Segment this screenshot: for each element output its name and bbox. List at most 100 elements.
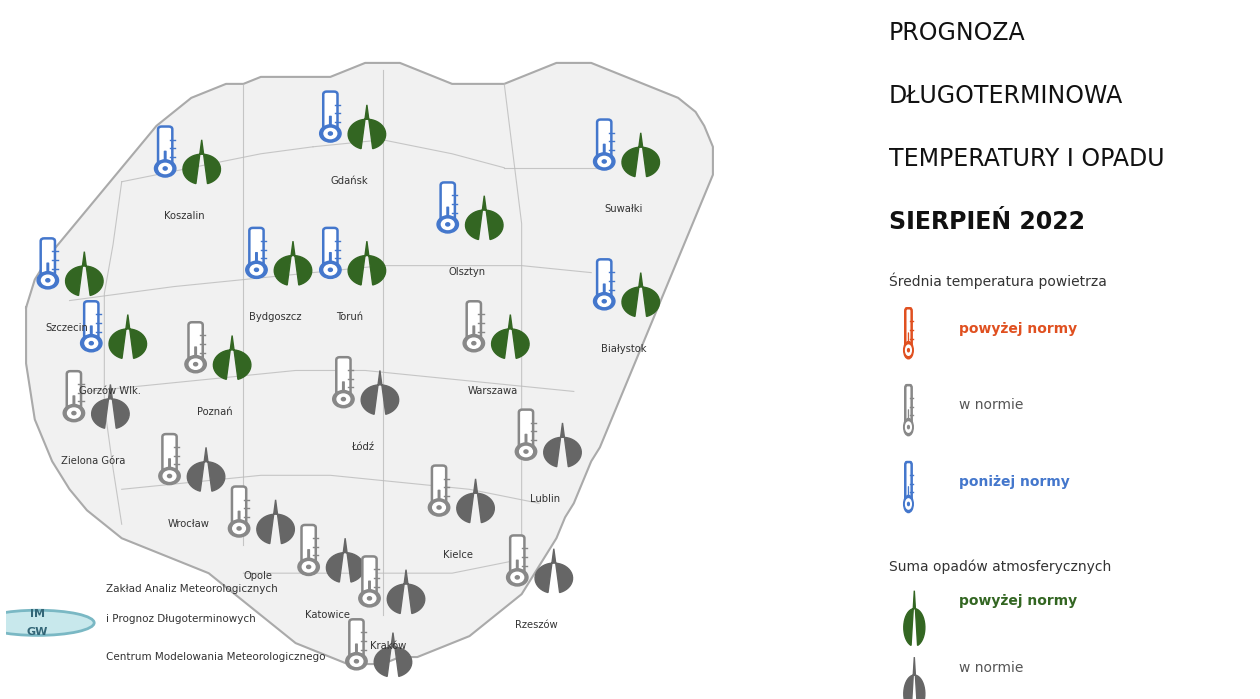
FancyBboxPatch shape [89, 325, 93, 343]
Circle shape [249, 265, 263, 275]
Polygon shape [622, 133, 659, 177]
Circle shape [159, 468, 180, 484]
Text: powyżej normy: powyżej normy [959, 322, 1077, 336]
FancyBboxPatch shape [905, 308, 912, 353]
Circle shape [519, 447, 533, 456]
Polygon shape [189, 322, 202, 365]
Polygon shape [348, 241, 386, 285]
Text: Kielce: Kielce [444, 550, 474, 560]
Circle shape [68, 408, 81, 418]
Polygon shape [350, 619, 363, 662]
Polygon shape [374, 633, 412, 677]
Text: Lublin: Lublin [530, 494, 561, 504]
Text: Szczecin: Szczecin [45, 323, 88, 333]
Circle shape [341, 398, 345, 401]
Circle shape [306, 565, 311, 568]
Polygon shape [387, 570, 425, 614]
Circle shape [42, 275, 54, 285]
Circle shape [903, 496, 914, 512]
Circle shape [597, 157, 611, 166]
Text: DŁUGOTERMINOWA: DŁUGOTERMINOWA [888, 84, 1123, 108]
Polygon shape [26, 63, 713, 664]
FancyBboxPatch shape [510, 535, 524, 580]
Circle shape [903, 342, 914, 359]
Text: Gorzów Wlk.: Gorzów Wlk. [79, 386, 141, 396]
Polygon shape [622, 273, 659, 317]
Circle shape [464, 335, 485, 352]
Circle shape [72, 412, 76, 415]
FancyBboxPatch shape [437, 489, 441, 507]
FancyBboxPatch shape [597, 120, 611, 164]
Circle shape [324, 129, 336, 138]
Circle shape [507, 569, 528, 586]
Circle shape [515, 576, 519, 579]
Circle shape [907, 349, 910, 352]
FancyBboxPatch shape [67, 371, 81, 416]
Polygon shape [92, 384, 130, 428]
Circle shape [428, 499, 450, 516]
Circle shape [324, 265, 336, 275]
Text: Zakład Analiz Meteorologicznych: Zakład Analiz Meteorologicznych [106, 584, 277, 594]
Polygon shape [324, 92, 336, 134]
Polygon shape [362, 370, 398, 415]
FancyBboxPatch shape [524, 433, 528, 452]
FancyBboxPatch shape [602, 283, 606, 301]
Text: Centrum Modelowania Meteorologicznego: Centrum Modelowania Meteorologicznego [106, 651, 325, 662]
FancyBboxPatch shape [336, 357, 350, 402]
FancyBboxPatch shape [301, 525, 316, 570]
Text: Białystok: Białystok [601, 344, 646, 354]
Text: w normie: w normie [959, 661, 1023, 675]
Circle shape [320, 261, 341, 278]
FancyBboxPatch shape [907, 409, 910, 427]
Polygon shape [233, 487, 246, 529]
FancyBboxPatch shape [72, 395, 76, 413]
Circle shape [363, 593, 375, 603]
Circle shape [907, 426, 910, 428]
FancyBboxPatch shape [905, 385, 912, 430]
Circle shape [329, 268, 333, 271]
Circle shape [345, 653, 367, 670]
Text: IM: IM [30, 609, 45, 619]
FancyBboxPatch shape [249, 228, 263, 273]
Circle shape [354, 660, 359, 663]
Text: Koszalin: Koszalin [164, 211, 204, 221]
Polygon shape [363, 556, 375, 599]
Text: Suma opadów atmosferycznych: Suma opadów atmosferycznych [888, 559, 1111, 574]
Circle shape [336, 394, 350, 404]
Polygon shape [251, 228, 263, 271]
Circle shape [510, 572, 524, 582]
Circle shape [437, 506, 441, 509]
Text: Olsztyn: Olsztyn [449, 267, 485, 277]
Circle shape [237, 527, 241, 530]
Text: powyżej normy: powyżej normy [959, 594, 1077, 608]
Polygon shape [536, 549, 572, 593]
FancyBboxPatch shape [47, 262, 49, 280]
Circle shape [368, 597, 372, 600]
Polygon shape [159, 127, 171, 169]
Polygon shape [598, 120, 611, 162]
FancyBboxPatch shape [907, 486, 910, 504]
Circle shape [185, 356, 207, 373]
Polygon shape [512, 535, 524, 578]
FancyBboxPatch shape [519, 410, 533, 454]
Polygon shape [324, 228, 336, 271]
Circle shape [602, 300, 606, 303]
Polygon shape [338, 357, 350, 400]
Circle shape [432, 503, 446, 512]
Text: Kraków: Kraków [370, 641, 407, 651]
Circle shape [37, 272, 58, 289]
Circle shape [602, 160, 606, 163]
Circle shape [302, 562, 315, 572]
Polygon shape [544, 423, 581, 467]
Text: poniżej normy: poniżej normy [959, 475, 1070, 489]
Text: GW: GW [26, 626, 48, 637]
Circle shape [255, 268, 258, 271]
FancyBboxPatch shape [163, 434, 176, 479]
FancyBboxPatch shape [329, 252, 331, 270]
Polygon shape [188, 447, 224, 491]
Polygon shape [906, 385, 911, 428]
Polygon shape [903, 591, 925, 645]
Circle shape [437, 216, 459, 233]
Polygon shape [491, 315, 529, 359]
Circle shape [233, 524, 246, 533]
